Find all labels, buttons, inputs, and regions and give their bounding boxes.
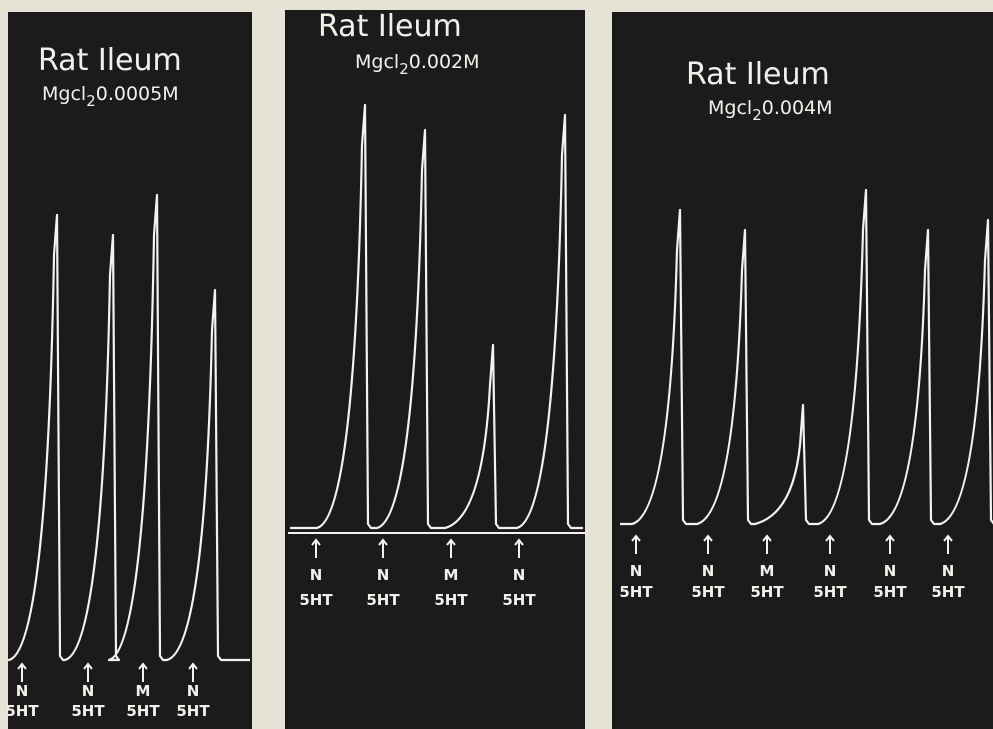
salt: Mgcl [355, 51, 399, 73]
agonist-label: 5HT [126, 702, 160, 720]
drug-label: N [824, 562, 837, 580]
agonist-label: 5HT [434, 591, 468, 609]
agonist-label: 5HT [873, 583, 907, 601]
panel-title: Rat Ileum [318, 9, 462, 44]
agonist-label: 5HT [176, 702, 210, 720]
drug-label: M [444, 566, 459, 584]
drug-label: N [377, 566, 390, 584]
drug-label: N [702, 562, 715, 580]
drug-label: M [136, 682, 151, 700]
agonist-label: 5HT [691, 583, 725, 601]
agonist-label: 5HT [750, 583, 784, 601]
concentration: 0.004M [762, 97, 833, 119]
drug-label: N [187, 682, 200, 700]
salt: Mgcl [708, 97, 752, 119]
agonist-label: 5HT [366, 591, 400, 609]
panel-title: Rat Ileum [686, 57, 830, 92]
drug-label: N [310, 566, 323, 584]
drug-label: N [513, 566, 526, 584]
agonist-label: 5HT [813, 583, 847, 601]
agonist-label: 5HT [71, 702, 105, 720]
subscript: 2 [86, 92, 96, 110]
agonist-label: 5HT [931, 583, 965, 601]
panel-2 [285, 10, 585, 729]
salt: Mgcl [42, 83, 86, 105]
panel-3 [612, 12, 993, 729]
drug-label: N [82, 682, 95, 700]
drug-label: N [884, 562, 897, 580]
concentration: 0.0005M [96, 83, 179, 105]
agonist-label: 5HT [619, 583, 653, 601]
subscript: 2 [752, 106, 762, 124]
concentration: 0.002M [409, 51, 480, 73]
drug-label: M [760, 562, 775, 580]
drug-label: N [630, 562, 643, 580]
drug-label: N [942, 562, 955, 580]
drug-label: N [16, 682, 29, 700]
agonist-label: 5HT [502, 591, 536, 609]
agonist-label: 5HT [5, 702, 39, 720]
figure: Rat Ileum Mgcl20.0005M Rat Ileum Mgcl20.… [0, 0, 993, 729]
page: Rat Ileum Mgcl20.0005M Rat Ileum Mgcl20.… [0, 0, 993, 729]
agonist-label: 5HT [299, 591, 333, 609]
subscript: 2 [399, 60, 409, 78]
panel-title: Rat Ileum [38, 43, 182, 78]
